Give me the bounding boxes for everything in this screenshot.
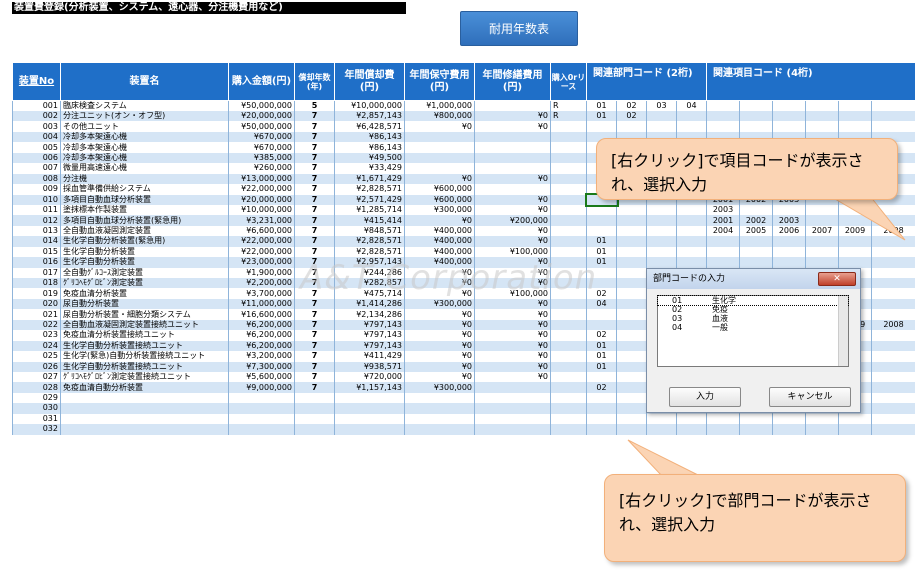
option-code: 02 [672, 305, 683, 314]
dept-code-cell[interactable] [675, 424, 708, 435]
table-row: 011 塗抹標本作製装置 ¥10,000,000 7 ¥1,285,714 ¥300,00… [12, 204, 915, 216]
table-row: 002 分注ユニット(オン・オフ型) ¥20,000,000 7 ¥2,857,143 ¥… [12, 111, 915, 122]
option-code: 03 [672, 314, 683, 323]
dept-code-cell[interactable] [675, 225, 708, 237]
table-row: 031 [12, 413, 915, 425]
table-row: 012 多項目自動血球分析装置(緊急用) ¥3,231,000 7 ¥415,414 ¥0… [12, 215, 915, 226]
col-header-item-code: 関連項目コード (4桁) [706, 62, 915, 101]
dept-code-cell[interactable] [675, 246, 708, 258]
col-header-price: 購入金額(円) [228, 62, 295, 101]
table-row: 003 その他ユニット ¥50,000,000 7 ¥6,428,571 ¥0 ¥0 [12, 121, 915, 132]
callout-top-tail [828, 195, 906, 241]
dept-code-cell[interactable] [675, 215, 708, 226]
dept-code-option[interactable]: 04 一般 [658, 323, 848, 332]
dept-code-listbox[interactable]: 01 生化学 02 免疫 03 血液 04 一般 [657, 295, 849, 367]
dept-code-cell[interactable] [675, 413, 708, 425]
col-header-no[interactable]: 装置No [12, 62, 61, 101]
dept-code-cell[interactable] [675, 204, 708, 216]
option-label: 血液 [712, 314, 728, 323]
dept-code-cell[interactable] [675, 111, 708, 122]
listbox-scrollbar[interactable] [838, 296, 848, 366]
option-code: 01 [672, 296, 683, 305]
dept-code-option[interactable]: 02 免疫 [658, 305, 848, 314]
cancel-button[interactable]: キャンセル [769, 387, 851, 407]
option-label: 生化学 [712, 296, 736, 305]
table-row: 032 [12, 424, 915, 435]
col-header-name: 装置名 [60, 62, 229, 101]
table-row: 015 生化学自動分析装置 ¥22,000,000 7 ¥2,828,571 ¥400,0… [12, 246, 915, 258]
callout-item-code: [右クリック]で項目コードが表示され、選択入力 [596, 138, 898, 200]
col-header-lease: 購入0rリース [550, 62, 587, 101]
dept-code-cell[interactable] [675, 236, 708, 247]
equipment-cost-table: 装置No 装置名 購入金額(円) 償却年数(年) 年間償却費 (円) 年間保守費… [12, 62, 915, 435]
table-row: 014 生化学自動分析装置(緊急用) ¥22,000,000 7 ¥2,828,571 ¥… [12, 236, 915, 247]
dept-code-cell[interactable] [675, 257, 708, 268]
dept-code-cell[interactable] [675, 121, 708, 132]
table-row: 004 冷却多本架遠心機 ¥670,000 7 ¥86,143 [12, 131, 915, 143]
option-code: 04 [672, 323, 683, 332]
col-header-depreciation: 年間償却費 (円) [334, 62, 405, 101]
header-row: 装置No 装置名 購入金額(円) 償却年数(年) 年間償却費 (円) 年間保守費… [12, 62, 915, 101]
close-icon[interactable]: ✕ [818, 272, 856, 286]
col-header-dept-code: 関連部門コード (2桁) [585, 62, 708, 101]
dialog-title: 部門コードの入力 [653, 274, 726, 284]
useful-life-table-button[interactable]: 耐用年数表 [460, 11, 578, 46]
dialog-titlebar: 部門コードの入力 ✕ [647, 269, 860, 289]
dept-code-option[interactable]: 03 血液 [658, 314, 848, 323]
dept-code-cell[interactable]: 04 [675, 100, 708, 111]
option-label: 免疫 [712, 305, 728, 314]
option-label: 一般 [712, 323, 728, 332]
table-row: 023 免疫血清分析装置接続ユニット ¥6,200,000 7 ¥797,143 ¥0 ¥0… [12, 330, 915, 341]
col-header-repair: 年間修繕費用(円) [474, 62, 551, 101]
dept-code-option[interactable]: 01 生化学 [657, 295, 849, 306]
table-row: 016 生化学自動分析装置 ¥23,000,000 7 ¥2,957,143 ¥400,0… [12, 257, 915, 268]
col-header-years: 償却年数(年) [294, 62, 335, 101]
dept-code-cell[interactable] [675, 131, 708, 143]
callout-bottom-tail [627, 439, 701, 477]
table-row: 001 臨床検査システム ¥50,000,000 5 ¥10,000,000 ¥1,000… [12, 100, 915, 111]
dept-code-dialog: 部門コードの入力 ✕ 01 生化学 02 免疫 03 血液 04 一般 入力 キャンセル [646, 268, 861, 413]
callout-dept-code: [右クリック]で部門コードが表示され、選択入力 [604, 474, 906, 562]
table-row: 013 全自動血液凝固測定装置 ¥6,600,000 7 ¥848,571 ¥400,00… [12, 225, 915, 237]
enter-button[interactable]: 入力 [669, 387, 741, 407]
sheet-title: 装置費登録(分析装置、システム、遠心器、分注機費用など) [12, 2, 406, 14]
